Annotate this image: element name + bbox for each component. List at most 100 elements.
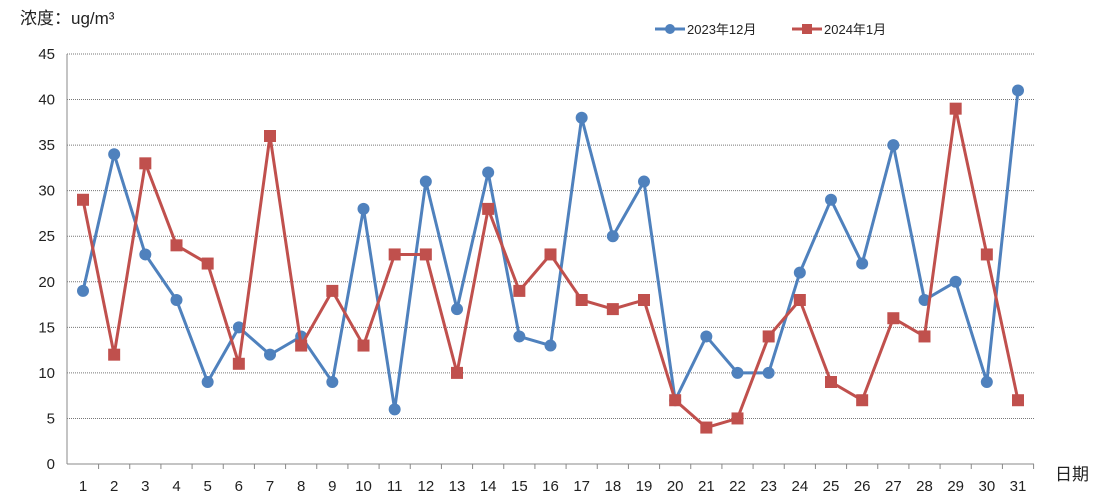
y-tick-label: 30 [38, 183, 55, 200]
data-point [232, 357, 245, 370]
x-tick-label: 10 [355, 478, 372, 495]
data-point [544, 248, 557, 261]
data-point [357, 202, 370, 215]
data-point [949, 275, 962, 288]
y-tick-label: 0 [47, 456, 55, 473]
data-point [887, 139, 900, 152]
data-point [326, 376, 339, 388]
x-axis-label: 日期 [1055, 465, 1089, 484]
data-point [825, 193, 837, 206]
x-tick-label: 7 [266, 478, 274, 495]
data-point [731, 412, 744, 425]
data-point [669, 394, 682, 407]
x-tick-label: 5 [203, 478, 211, 495]
x-tick-label: 28 [916, 478, 933, 495]
data-point [482, 166, 495, 179]
x-tick-label: 3 [141, 478, 149, 495]
data-point [980, 248, 993, 261]
y-tick-label: 20 [38, 274, 55, 291]
data-point [77, 193, 89, 206]
data-point [326, 284, 339, 297]
data-point [918, 294, 931, 306]
legend-marker-square [802, 24, 812, 34]
legend: 2023年12月 2024年1月 [655, 22, 886, 37]
x-tick-label: 13 [449, 478, 466, 495]
x-tick-label: 27 [885, 478, 902, 495]
data-point [201, 376, 214, 388]
y-tick-label: 15 [38, 319, 55, 336]
x-tick-label: 16 [542, 478, 559, 495]
data-point [700, 330, 713, 343]
data-point [451, 303, 463, 316]
y-tick-label: 45 [38, 46, 55, 63]
data-point [513, 330, 526, 343]
data-point [793, 294, 806, 306]
data-point [856, 257, 869, 270]
y-tick-label: 35 [38, 137, 55, 154]
data-point [544, 339, 557, 352]
x-tick-label: 25 [823, 478, 840, 495]
data-point [513, 284, 526, 297]
data-point [700, 421, 713, 434]
data-point [388, 403, 401, 416]
x-tick-label: 6 [235, 478, 243, 495]
data-point [918, 330, 931, 343]
x-tick-label: 26 [854, 478, 871, 495]
data-point [731, 366, 744, 379]
data-point [793, 266, 806, 279]
y-tick-label: 40 [38, 92, 55, 109]
series-line [81, 108, 1020, 430]
data-point [1012, 394, 1024, 407]
x-tick-label: 29 [947, 478, 964, 495]
data-point [77, 284, 89, 297]
x-tick-label: 2 [110, 478, 118, 495]
y-axis-label: 浓度：ug/m³ [20, 9, 115, 28]
x-tick-label: 11 [387, 478, 403, 495]
legend-label: 2024年1月 [824, 22, 886, 37]
legend-label: 2023年12月 [687, 22, 756, 37]
data-point [606, 303, 619, 316]
x-tick-label: 4 [172, 478, 180, 495]
data-point [762, 330, 775, 343]
data-point [575, 294, 588, 306]
x-tick-label: 8 [297, 478, 305, 495]
y-tick-label: 10 [38, 365, 55, 382]
data-point [170, 294, 183, 306]
data-point [264, 348, 276, 361]
data-point [108, 148, 121, 161]
data-point [825, 376, 837, 388]
data-point [139, 157, 152, 170]
data-point [357, 339, 370, 352]
x-tick-label: 18 [604, 478, 621, 495]
x-tick-label: 30 [978, 478, 995, 495]
x-tick-label: 17 [573, 478, 590, 495]
data-point [638, 175, 650, 188]
data-point [856, 394, 869, 407]
x-tick-label: 23 [760, 478, 777, 495]
data-point [575, 111, 588, 124]
data-point [762, 366, 775, 379]
data-point [638, 294, 650, 306]
y-tick-label: 25 [38, 228, 55, 245]
x-tick-label: 15 [511, 478, 528, 495]
x-tick-label: 20 [667, 478, 684, 495]
data-point [419, 248, 432, 261]
data-point [139, 248, 152, 261]
x-tick-label: 14 [480, 478, 497, 495]
x-tick-label: 12 [417, 478, 434, 495]
x-tick-label: 1 [79, 478, 87, 495]
y-tick-label: 5 [47, 410, 55, 427]
data-point [482, 202, 495, 215]
x-tick-label: 24 [791, 478, 808, 495]
x-tick-label: 22 [729, 478, 746, 495]
data-point [980, 376, 993, 388]
data-point [451, 366, 463, 379]
x-tick-label: 31 [1010, 478, 1027, 495]
data-point [1012, 84, 1024, 97]
data-point [388, 248, 401, 261]
data-point [295, 339, 308, 352]
data-point [887, 312, 900, 325]
data-point [949, 102, 962, 115]
